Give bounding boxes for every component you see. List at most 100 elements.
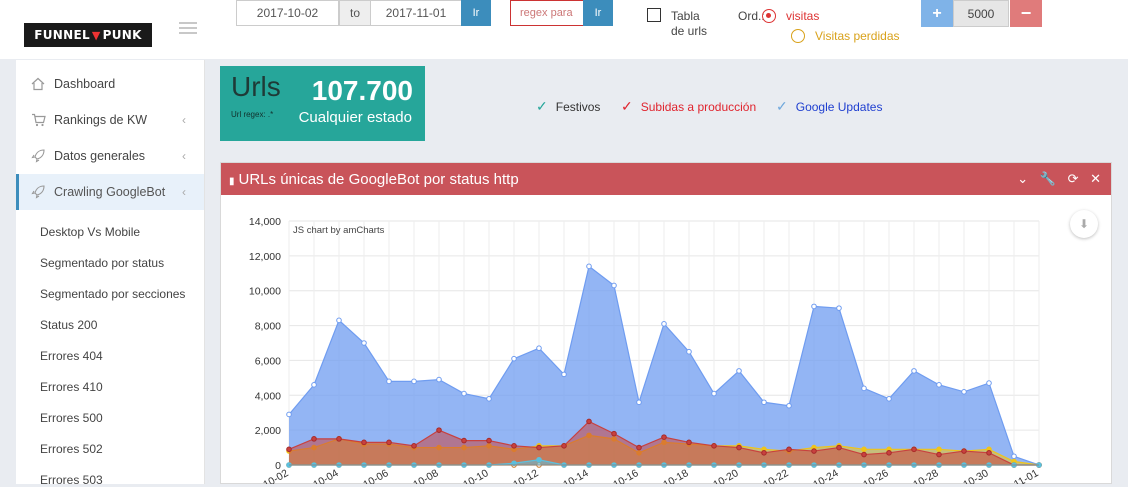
data-point — [836, 305, 842, 311]
x-tick-label: 10-14 — [561, 467, 590, 484]
data-point — [461, 390, 467, 397]
increment-button[interactable]: + — [921, 0, 953, 27]
sidebar-item-label: Rankings de KW — [54, 113, 148, 127]
chevron-left-icon: ‹ — [182, 149, 186, 163]
series-area — [289, 266, 1039, 465]
data-point — [561, 371, 567, 378]
regex-input[interactable]: regex para — [510, 0, 584, 26]
panel-tools[interactable]: ⌄ 🔧 ⟳ ✕ — [1017, 171, 1105, 186]
sidebar-item-label: Dashboard — [54, 77, 116, 91]
data-point — [886, 449, 892, 456]
data-point — [961, 448, 967, 454]
sidebar-subitem-errores-410[interactable]: Errores 410 — [40, 380, 103, 394]
data-point — [936, 451, 942, 458]
download-icon[interactable]: ⬇ — [1070, 210, 1098, 238]
limit-value-field[interactable]: 5000 — [953, 0, 1009, 27]
y-tick-label: 10,000 — [249, 286, 281, 298]
date-from-input[interactable]: 2017-10-02 — [236, 0, 339, 26]
check-icon: ✓ — [776, 98, 788, 114]
data-point — [411, 378, 417, 385]
data-point — [611, 430, 617, 437]
data-point — [661, 434, 667, 440]
logo-text-right: PUNK — [102, 28, 142, 42]
decrement-button[interactable]: − — [1010, 0, 1042, 27]
chart-credit: JS chart by amCharts — [293, 225, 385, 236]
legend-festivos[interactable]: ✓ Festivos — [536, 98, 600, 115]
date-go-button[interactable]: Ir — [461, 0, 491, 26]
sidebar-subitem-errores-503[interactable]: Errores 503 — [40, 473, 103, 487]
x-tick-label: 10-20 — [711, 467, 740, 484]
data-point — [686, 439, 692, 446]
summary-caption: Cualquier estado — [298, 109, 412, 126]
x-tick-label: 10-24 — [811, 467, 840, 484]
data-point — [436, 376, 442, 383]
regex-go-button[interactable]: Ir — [583, 0, 613, 26]
y-tick-label: 0 — [275, 460, 281, 472]
data-point — [861, 385, 867, 392]
order-visitas-radio[interactable] — [762, 9, 776, 23]
data-point — [511, 355, 517, 362]
order-perdidas-radio[interactable] — [791, 29, 805, 43]
data-point — [786, 402, 792, 409]
x-tick-label: 10-16 — [611, 467, 640, 484]
home-icon — [30, 76, 46, 92]
sidebar-subitem-segmentado-status[interactable]: Segmentado por status — [40, 256, 165, 270]
sidebar-item-datos-generales[interactable]: Datos generales ‹ — [16, 138, 204, 174]
sidebar-subitem-errores-500[interactable]: Errores 500 — [40, 411, 103, 425]
rocket-icon — [30, 148, 46, 164]
sidebar-subitem-status-200[interactable]: Status 200 — [40, 318, 98, 332]
data-point — [586, 418, 592, 425]
check-icon: ✓ — [621, 98, 633, 114]
data-point — [911, 446, 917, 453]
data-point — [286, 446, 292, 453]
data-point — [411, 443, 417, 449]
data-point — [636, 444, 642, 451]
sidebar-subitem-errores-404[interactable]: Errores 404 — [40, 349, 103, 363]
data-point — [811, 448, 817, 454]
menu-toggle-icon[interactable] — [179, 22, 197, 36]
data-point — [861, 451, 867, 458]
sidebar-item-label: Crawling GoogleBot — [54, 185, 166, 199]
data-point — [936, 446, 942, 453]
data-point — [711, 390, 717, 397]
date-to-input[interactable]: 2017-11-01 — [370, 0, 462, 26]
sidebar-item-dashboard[interactable]: Dashboard — [16, 66, 204, 102]
data-point — [486, 395, 492, 402]
sidebar-subitem-segmentado-secciones[interactable]: Segmentado por secciones — [40, 287, 186, 301]
logo-triangle-icon: ▼ — [91, 28, 101, 42]
x-tick-label: 11-01 — [1012, 467, 1041, 484]
data-point — [511, 443, 517, 449]
sidebar-subitem-errores-502[interactable]: Errores 502 — [40, 442, 103, 456]
data-point — [336, 436, 342, 442]
data-point — [311, 382, 317, 388]
sidebar-item-rankings[interactable]: Rankings de KW ‹ — [16, 102, 204, 138]
url-table-checkbox[interactable] — [647, 8, 661, 22]
data-point — [286, 411, 292, 418]
data-point — [586, 263, 592, 270]
bar-chart-icon: ▮ — [229, 176, 235, 187]
x-tick-label: 10-06 — [361, 467, 390, 484]
chart-panel-title: ▮ URLs únicas de GoogleBot por status htt… — [229, 171, 519, 188]
y-tick-label: 4,000 — [255, 390, 281, 402]
data-point — [836, 444, 842, 451]
data-point — [311, 436, 317, 442]
data-point — [786, 446, 792, 453]
y-tick-label: 8,000 — [255, 321, 281, 333]
url-table-label-line2: de urls — [671, 24, 708, 38]
data-point — [536, 444, 542, 451]
legend-google-updates[interactable]: ✓ Google Updates — [776, 98, 882, 115]
x-tick-label: 10-18 — [661, 467, 690, 484]
data-point — [661, 321, 667, 327]
urls-summary-card: Urls Url regex: .* 107.700 Cualquier est… — [220, 66, 425, 141]
legend-subidas[interactable]: ✓ Subidas a producción — [621, 98, 756, 115]
data-point — [711, 443, 717, 449]
data-point — [886, 395, 892, 402]
order-perdidas-label: Visitas perdidas — [815, 29, 900, 43]
sidebar-item-crawling-googlebot[interactable]: Crawling GoogleBot ‹ — [16, 174, 204, 210]
data-point — [386, 378, 392, 385]
brand-logo[interactable]: FUNNEL ▼ PUNK — [24, 23, 152, 47]
data-point — [636, 399, 642, 406]
top-bar: FUNNEL ▼ PUNK 2017-10-02 to 2017-11-01 I… — [0, 0, 1128, 59]
sidebar-subitem-desktop-mobile[interactable]: Desktop Vs Mobile — [40, 225, 141, 239]
summary-title: Urls — [231, 71, 281, 102]
